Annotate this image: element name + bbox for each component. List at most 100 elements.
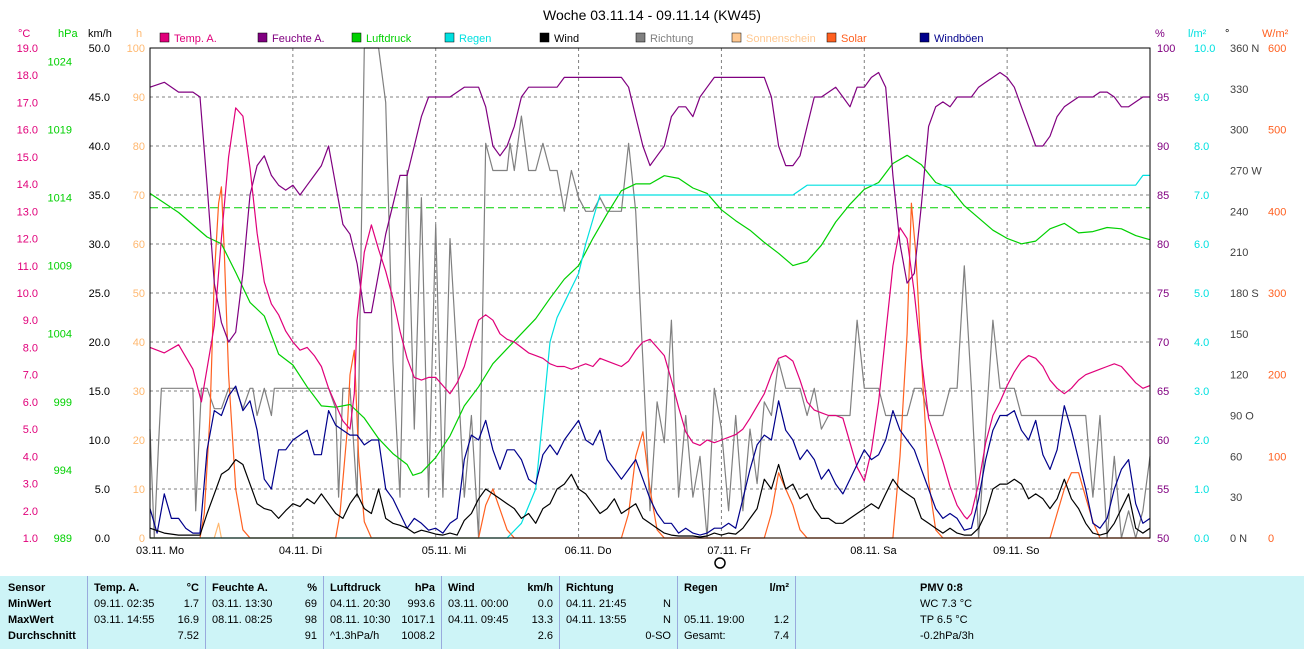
- series-line-temp-a: [149, 107, 1151, 520]
- axis-unit-label: l/m²: [1188, 28, 1207, 40]
- pressure-tick-label: 989: [54, 533, 72, 545]
- rain-tick-label: 3.0: [1194, 386, 1209, 398]
- header-wind-unit: km/h: [527, 582, 553, 594]
- sun-tick-label: 50: [133, 288, 145, 300]
- temp-tick-label: 19.0: [17, 43, 38, 55]
- wind-tick-label: 0.0: [95, 533, 110, 545]
- solar-tick-label: 0: [1268, 533, 1274, 545]
- x-tick-label: 03.11. Mo: [136, 545, 184, 557]
- humidity-tick-label: 95: [1157, 92, 1169, 104]
- wind-tick-label: 40.0: [89, 141, 110, 153]
- row-label-avg: Durchschnitt: [8, 630, 76, 642]
- temp-tick-label: 6.0: [23, 397, 38, 409]
- press-max-value: 1017.1: [401, 614, 435, 626]
- temp-max-value: 16.9: [177, 614, 199, 626]
- rain-tick-label: 4.0: [1194, 337, 1209, 349]
- humidity-tick-label: 100: [1157, 43, 1175, 55]
- current-time-marker-icon: [714, 557, 726, 569]
- humidity-tick-label: 80: [1157, 239, 1169, 251]
- header-pmv: PMV 0:8: [920, 582, 963, 594]
- sun-tick-label: 20: [133, 435, 145, 447]
- direction-tick-label: 240: [1230, 206, 1248, 218]
- weather-chart: Woche 03.11.14 - 09.11.14 (KW45) Temp. A…: [16, 7, 1289, 569]
- header-rain-unit: l/m²: [769, 582, 789, 594]
- legend-label: Feuchte A.: [272, 33, 325, 45]
- x-tick-label: 09.11. So: [993, 545, 1039, 557]
- axis-unit-label: h: [136, 28, 142, 40]
- direction-tick-label: 60: [1230, 451, 1242, 463]
- solar-tick-label: 300: [1268, 288, 1286, 300]
- x-tick-label: 04.11. Di: [279, 545, 322, 557]
- plot-frame: [149, 47, 1151, 539]
- temp-tick-label: 14.0: [17, 179, 38, 191]
- temp-max-time: 03.11. 14:55: [94, 614, 155, 626]
- wind-tick-label: 20.0: [89, 337, 110, 349]
- rain-total-value: 7.4: [773, 630, 789, 642]
- humidity-tick-label: 50: [1157, 533, 1169, 545]
- wind-tick-label: 15.0: [89, 386, 110, 398]
- legend-swatch: [159, 32, 170, 43]
- axes: 1.0 2.0 3.0 4.0 5.0 6.0 7.0 8.0 9.0 10.0 11.0 12.0 1…: [17, 28, 1289, 557]
- rain-tick-label: 5.0: [1194, 288, 1209, 300]
- wind-max-time: 04.11. 09:45: [448, 614, 509, 626]
- axis-unit-label: %: [1155, 28, 1165, 40]
- hum-avg-value: 91: [304, 630, 317, 642]
- temp-tick-label: 12.0: [17, 234, 38, 246]
- temp-tick-label: 1.0: [23, 533, 38, 545]
- temp-min-time: 09.11. 02:35: [94, 598, 155, 610]
- temp-tick-label: 3.0: [23, 479, 38, 491]
- humidity-tick-label: 85: [1157, 190, 1169, 202]
- rain-tick-label: 1.0: [1194, 484, 1209, 496]
- legend-swatch: [731, 32, 742, 43]
- temp-tick-label: 7.0: [23, 370, 38, 382]
- direction-tick-label: 90 O: [1230, 411, 1254, 423]
- sun-tick-label: 0: [139, 533, 145, 545]
- wind-min-time: 03.11. 00:00: [448, 598, 509, 610]
- x-tick-label: 07.11. Fr: [707, 545, 751, 557]
- legend-label: Solar: [841, 33, 867, 45]
- temp-min-value: 1.7: [183, 598, 199, 610]
- press-avg-value: 1008.2: [401, 630, 435, 642]
- sun-tick-label: 70: [133, 190, 145, 202]
- direction-tick-label: 330: [1230, 84, 1248, 96]
- temp-tick-label: 11.0: [17, 261, 38, 273]
- legend-swatch: [257, 32, 268, 43]
- rain-tick-label: 9.0: [1194, 92, 1209, 104]
- header-pressure: Luftdruck: [330, 582, 381, 594]
- stats-col-temp: Temp. A. °C 09.11. 02:35 1.7 03.11. 14:55 1…: [88, 576, 206, 649]
- stats-col-wind: Wind km/h 03.11. 00:00 0.0 04.11. 09:45 13.…: [442, 576, 560, 649]
- wind-tick-label: 25.0: [89, 288, 110, 300]
- header-humidity-unit: %: [307, 582, 317, 594]
- hum-max-value: 98: [304, 614, 317, 626]
- dir-max-value: N: [663, 614, 671, 626]
- axis-unit-label: hPa: [58, 28, 78, 40]
- temp-tick-label: 4.0: [23, 451, 38, 463]
- series-line-solar: [150, 186, 1150, 539]
- press-max-time: 08.11. 10:30: [330, 614, 391, 626]
- temp-tick-label: 9.0: [23, 315, 38, 327]
- series-lines: [149, 47, 1151, 539]
- row-label-min: MinWert: [8, 598, 52, 610]
- header-humidity: Feuchte A.: [212, 582, 268, 594]
- rain-tick-label: 0.0: [1194, 533, 1209, 545]
- temp-tick-label: 8.0: [23, 342, 38, 354]
- legend-swatch: [635, 32, 646, 43]
- legend-label: Sonnenschein: [746, 33, 816, 45]
- humidity-tick-label: 70: [1157, 337, 1169, 349]
- x-tick-label: 05.11. Mi: [422, 545, 466, 557]
- wind-avg-value: 2.6: [537, 630, 553, 642]
- header-pressure-unit: hPa: [414, 582, 435, 594]
- sun-tick-label: 90: [133, 92, 145, 104]
- axis-unit-label: °C: [18, 28, 30, 40]
- humidity-tick-label: 75: [1157, 288, 1169, 300]
- legend-swatch: [539, 32, 550, 43]
- pressure-trend-3h: -0.2hPa/3h: [920, 630, 974, 642]
- series-line-wind: [149, 459, 1151, 538]
- header-temp: Temp. A.: [94, 582, 140, 594]
- wind-tick-label: 5.0: [95, 484, 110, 496]
- dir-min-value: N: [663, 598, 671, 610]
- header-sensor: Sensor: [8, 582, 46, 594]
- hum-min-value: 69: [304, 598, 317, 610]
- wind-tick-label: 30.0: [89, 239, 110, 251]
- legend-swatch: [919, 32, 930, 43]
